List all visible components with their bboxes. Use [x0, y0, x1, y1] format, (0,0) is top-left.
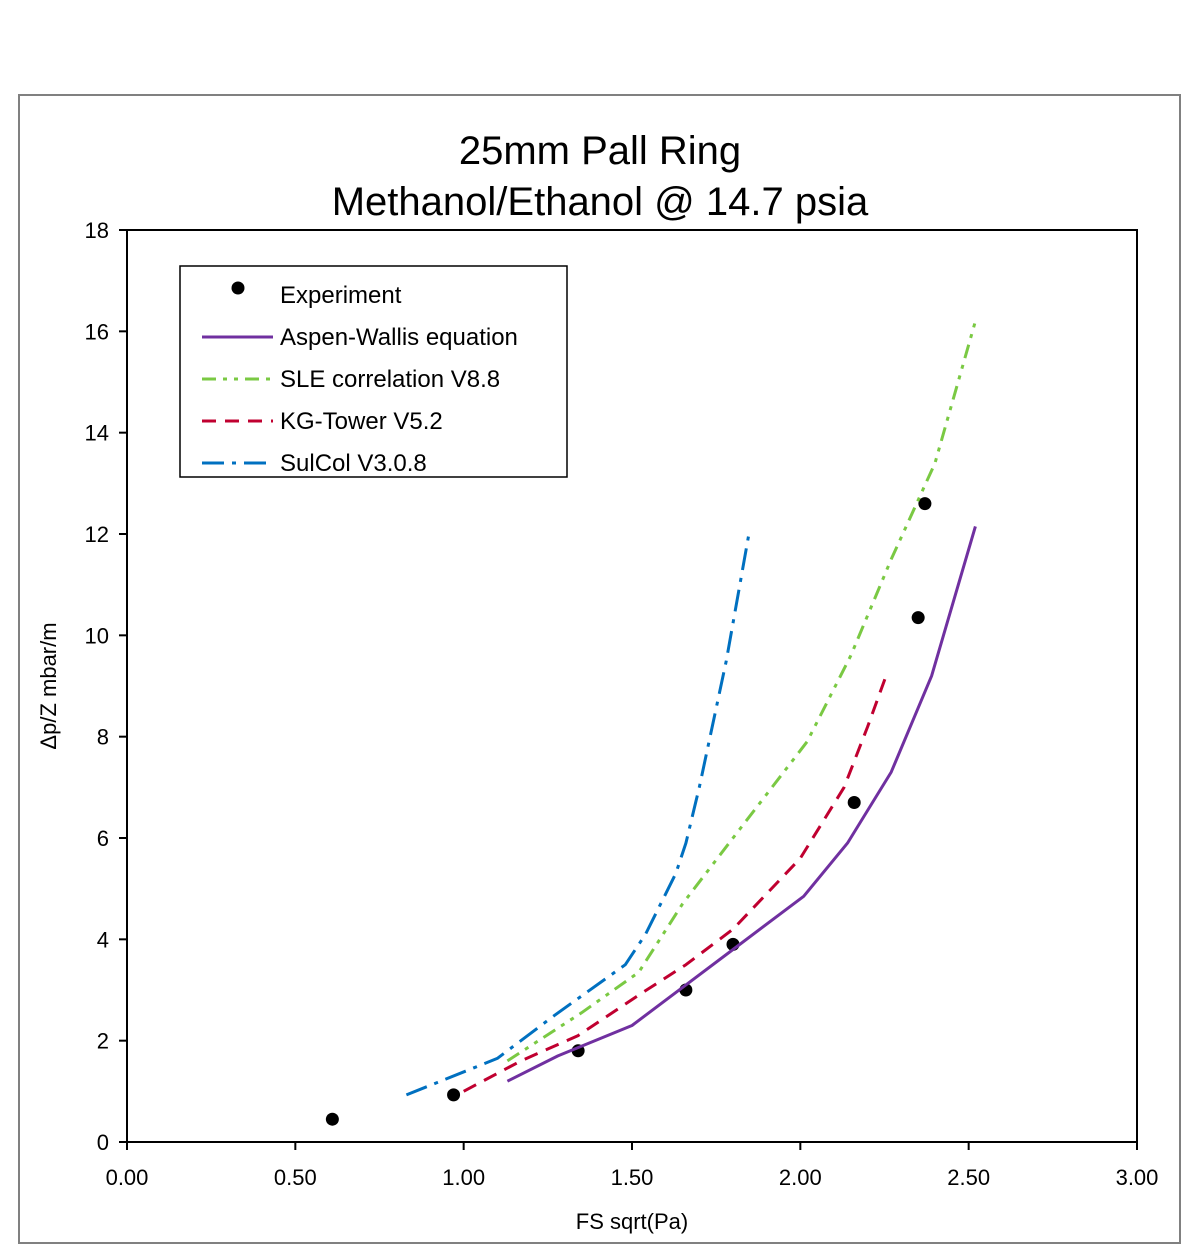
y-tick-label: 12 — [85, 522, 109, 547]
legend-label: SLE correlation V8.8 — [280, 366, 500, 393]
y-tick-label: 10 — [85, 623, 109, 648]
x-tick-label: 1.50 — [611, 1165, 654, 1190]
legend-label: SulCol V3.0.8 — [280, 450, 427, 477]
legend-label: Aspen-Wallis equation — [280, 324, 518, 351]
chart: 25mm Pall Ring Methanol/Ethanol @ 14.7 p… — [36, 129, 1159, 1234]
y-tick-label: 14 — [85, 421, 109, 446]
legend-box — [179, 265, 568, 478]
x-tick-label: 0.50 — [274, 1165, 317, 1190]
experiment-point — [847, 796, 861, 810]
chart-title-line-2: Methanol/Ethanol @ 14.7 psia — [332, 180, 869, 224]
y-tick-label: 4 — [97, 927, 109, 952]
x-tick-label: 0.00 — [106, 1165, 149, 1190]
series-line-aspen-wallis-equation — [506, 525, 977, 1083]
series-line-sulcol-v3-0-8 — [405, 528, 752, 1097]
x-axis-ticks: 0.00 0.50 1.00 1.50 2.00 2.50 3.00 — [106, 1142, 1159, 1190]
x-tick-label: 2.50 — [947, 1165, 990, 1190]
y-tick-label: 8 — [97, 725, 109, 750]
x-tick-label: 3.00 — [1116, 1165, 1159, 1190]
series-line-sle-correlation-v8-8 — [506, 320, 977, 1063]
legend-label: KG-Tower V5.2 — [280, 408, 443, 435]
x-tick-label: 2.00 — [779, 1165, 822, 1190]
legend-marker-experiment — [231, 281, 245, 295]
y-tick-label: 0 — [97, 1130, 109, 1155]
experiment-point — [325, 1112, 339, 1126]
x-tick-label: 1.00 — [442, 1165, 485, 1190]
experiment-point — [447, 1088, 461, 1102]
y-axis-label: Δp/Z mbar/m — [36, 622, 61, 749]
y-tick-label: 16 — [85, 319, 109, 344]
experiment-point — [918, 497, 932, 511]
legend: Experiment Aspen-Wallis equation SLE corre… — [179, 265, 568, 478]
x-axis-label: FS sqrt(Pa) — [576, 1209, 688, 1234]
y-axis-ticks: 0 2 4 6 8 10 12 14 16 18 — [85, 218, 127, 1155]
y-tick-label: 6 — [97, 826, 109, 851]
experiment-point — [911, 611, 925, 625]
y-tick-label: 18 — [85, 218, 109, 243]
chart-frame: 25mm Pall Ring Methanol/Ethanol @ 14.7 p… — [18, 94, 1181, 1244]
series-layer — [325, 320, 977, 1126]
chart-title-line-1: 25mm Pall Ring — [459, 129, 741, 173]
legend-items: Experiment Aspen-Wallis equation SLE corre… — [202, 281, 518, 477]
series-line-kg-tower-v5-2 — [462, 670, 890, 1093]
y-tick-label: 2 — [97, 1029, 109, 1054]
legend-label: Experiment — [280, 282, 402, 309]
